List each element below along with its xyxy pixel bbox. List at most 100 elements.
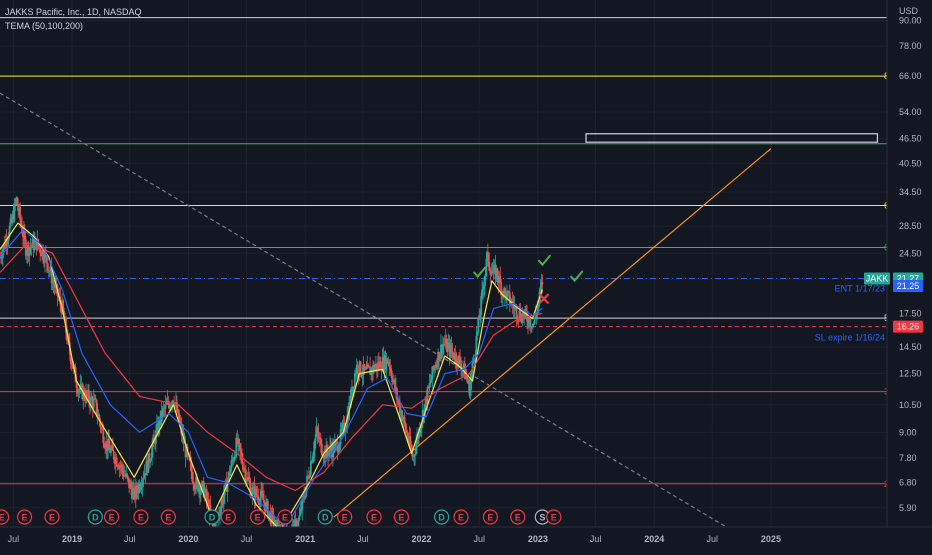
candle-body	[483, 286, 485, 289]
candle	[177, 404, 179, 415]
earnings-flag-letter: E	[22, 513, 28, 523]
candle	[404, 421, 407, 434]
candle-body	[123, 474, 126, 476]
candle-body	[115, 457, 118, 467]
earnings-flag[interactable]: E	[337, 509, 353, 525]
candle	[410, 441, 413, 452]
candle-body	[232, 459, 235, 462]
candle-body	[328, 451, 330, 457]
candle-body	[245, 480, 248, 482]
candle	[184, 436, 187, 468]
dividend-flag[interactable]: D	[87, 509, 103, 525]
candle-body	[89, 396, 92, 406]
candle	[436, 357, 439, 370]
candle	[222, 485, 225, 512]
candle-body	[2, 243, 5, 250]
candle-body	[109, 447, 111, 453]
dividend-flag[interactable]: D	[317, 509, 333, 525]
candle-body	[390, 368, 393, 376]
earnings-flag[interactable]: E	[393, 509, 410, 525]
earnings-flag[interactable]: E	[482, 509, 498, 525]
candle-body	[51, 280, 54, 284]
dividend-flag[interactable]: D	[204, 509, 220, 525]
candle-body	[446, 344, 449, 352]
earnings-flag[interactable]: E	[103, 509, 120, 525]
candle	[512, 294, 515, 319]
earnings-flag[interactable]: E	[220, 509, 236, 525]
candle	[85, 383, 87, 404]
candle-body	[423, 404, 426, 418]
candle-body	[342, 422, 345, 426]
candle	[351, 379, 353, 401]
x-tick-label: Jul	[707, 534, 719, 544]
earnings-flag[interactable]: E	[453, 509, 469, 525]
earnings-flag-letter: E	[109, 513, 115, 523]
earnings-flag[interactable]: E	[16, 509, 33, 525]
symbol-tag-badge	[864, 272, 890, 285]
candle	[15, 196, 18, 206]
candle-body	[254, 488, 257, 500]
stop-price-text: 16.26	[897, 322, 920, 332]
candle	[464, 369, 467, 380]
candle	[145, 454, 148, 476]
earnings-flag[interactable]: E	[366, 509, 382, 525]
earnings-flag-letter: E	[165, 513, 171, 523]
candle-body	[518, 310, 521, 320]
candle-body	[426, 387, 429, 404]
target-box[interactable]	[585, 133, 879, 143]
candle	[354, 367, 357, 377]
candle	[204, 487, 207, 493]
candle	[96, 403, 99, 425]
candle	[9, 213, 12, 229]
candle-body	[497, 277, 500, 283]
candle	[40, 251, 43, 257]
candle-body	[90, 396, 93, 400]
candle	[393, 378, 395, 385]
earnings-flag[interactable]: E	[546, 509, 562, 525]
earnings-flag[interactable]: E	[133, 509, 149, 525]
descending-trendline[interactable]	[0, 92, 733, 531]
earnings-flag[interactable]: E	[160, 509, 176, 525]
candle-body	[291, 524, 294, 528]
candle-body	[124, 474, 127, 477]
earnings-flag-icon	[510, 509, 526, 525]
candle	[201, 480, 204, 492]
candle-body	[539, 287, 542, 292]
ascending-trendline[interactable]	[333, 148, 772, 518]
earnings-flag[interactable]: E	[44, 509, 60, 525]
candle-body	[364, 368, 367, 370]
candle	[539, 278, 542, 301]
candle	[366, 355, 369, 369]
candle-body	[157, 419, 160, 434]
candle-body	[382, 357, 385, 371]
candle-body	[265, 502, 267, 512]
dividend-flag[interactable]: D	[433, 509, 450, 525]
candle-body	[164, 404, 167, 409]
candle	[164, 395, 167, 417]
candle-body	[71, 365, 74, 369]
time-axis[interactable]	[0, 527, 932, 550]
candle-body	[86, 391, 88, 396]
dividend-flag-icon	[204, 509, 220, 525]
candle	[339, 422, 342, 451]
candle-body	[126, 473, 129, 477]
candle-body	[540, 282, 543, 288]
candle-body	[177, 409, 179, 413]
candle-body	[5, 239, 8, 245]
candle	[432, 364, 435, 373]
candle-body	[106, 441, 109, 451]
candle-body	[45, 254, 48, 264]
candle-body	[252, 486, 255, 488]
candle	[368, 365, 371, 368]
candle-body	[478, 317, 481, 320]
candle-body	[466, 379, 469, 384]
earnings-flag[interactable]: E	[0, 509, 10, 525]
earnings-flag[interactable]: E	[277, 509, 293, 525]
candle-body	[462, 367, 464, 369]
candle-body	[395, 388, 397, 391]
candle-body	[75, 382, 78, 388]
earnings-flag[interactable]: E	[510, 509, 526, 525]
earnings-flag[interactable]: E	[250, 509, 266, 525]
candle	[316, 425, 319, 444]
